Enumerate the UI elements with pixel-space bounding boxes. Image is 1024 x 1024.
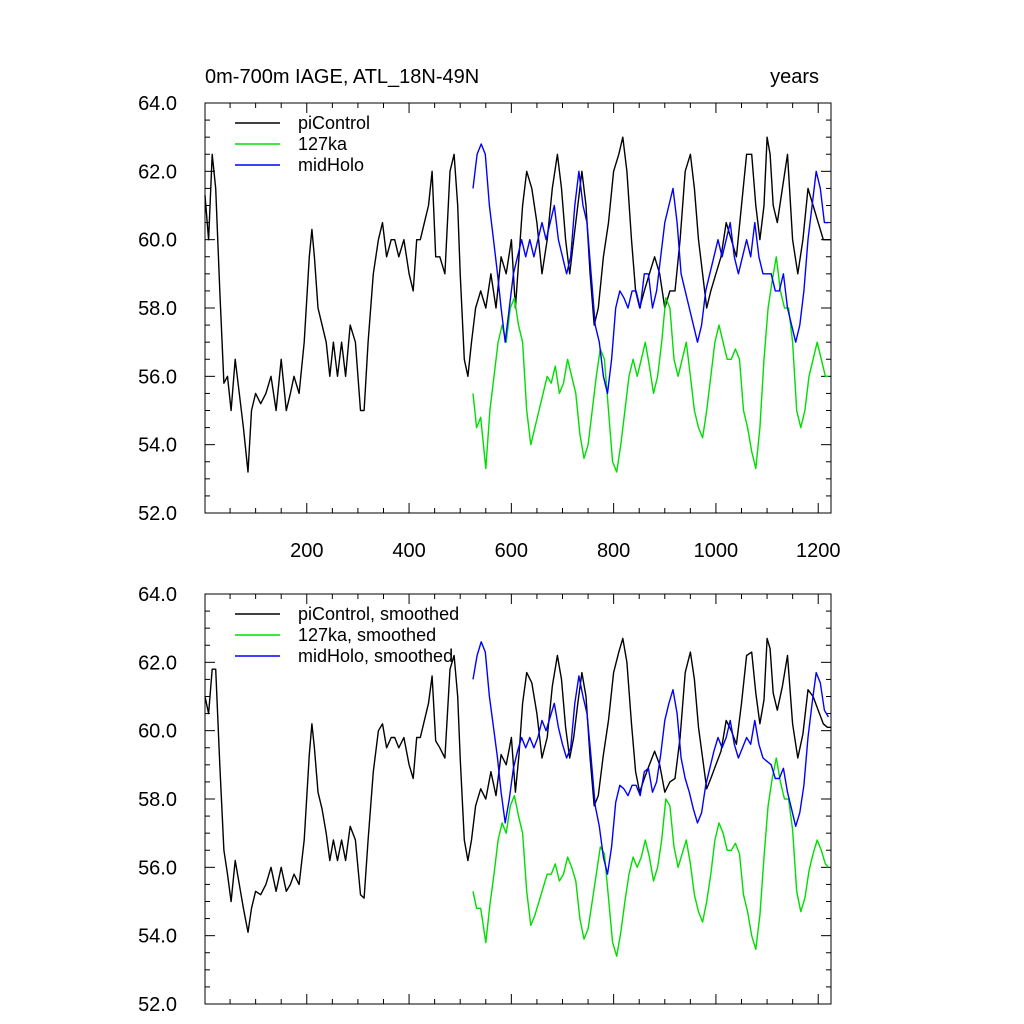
series-line-127ka [472, 256, 829, 473]
chart-title: 0m-700m IAGE, ATL_18N-49N [205, 66, 479, 88]
ticks-bottom: 52.0 54.0 56.0 58.0 60.0 62.0 64.0 [138, 584, 831, 1016]
x-tick-label: 200 [290, 540, 323, 562]
y-tick-label: 54.0 [138, 926, 177, 948]
y-tick-label: 60.0 [138, 230, 177, 252]
units-label: years [770, 66, 819, 88]
x-tick-label: 1000 [694, 540, 739, 562]
series-lines-bottom [204, 637, 831, 957]
y-tick-label: 62.0 [138, 652, 177, 674]
x-tick-label: 400 [392, 540, 425, 562]
legend-label: midHolo, smoothed [298, 646, 453, 666]
y-tick-label: 56.0 [138, 366, 177, 388]
y-tick-label: 58.0 [138, 789, 177, 811]
y-tick-label: 62.0 [138, 161, 177, 183]
x-tick-label: 800 [597, 540, 630, 562]
y-tick-label: 52.0 [138, 503, 177, 525]
bottom-panel: 52.0 54.0 56.0 58.0 60.0 62.0 64.0 piControl, … [138, 584, 832, 1016]
series-line-picontrol [204, 637, 831, 933]
x-tick-label: 600 [495, 540, 528, 562]
series-line-midholo [472, 143, 829, 395]
y-tick-label: 52.0 [138, 994, 177, 1016]
legend-label: piControl, smoothed [298, 604, 459, 624]
top-panel: 0m-700m IAGE, ATL_18N-49N years 52.0 54.0… [138, 66, 840, 562]
legend-label: 127ka [298, 134, 348, 154]
y-tick-label: 60.0 [138, 721, 177, 743]
y-tick-label: 56.0 [138, 857, 177, 879]
y-tick-label: 54.0 [138, 435, 177, 457]
series-line-midholo [472, 641, 830, 875]
y-tick-label: 58.0 [138, 298, 177, 320]
series-line-picontrol [204, 136, 831, 473]
y-tick-label: 64.0 [138, 93, 177, 115]
series-line-127ka [472, 757, 829, 957]
legend-label: 127ka, smoothed [298, 625, 436, 645]
ticks-top: 52.0 54.0 56.0 58.0 60.0 62.0 64.0 200 400 600 800… [138, 93, 840, 562]
series-lines-top [204, 136, 831, 473]
x-tick-label: 1200 [796, 540, 841, 562]
y-tick-label: 64.0 [138, 584, 177, 606]
legend-label: midHolo [298, 155, 364, 175]
legend-label: piControl [298, 113, 370, 133]
